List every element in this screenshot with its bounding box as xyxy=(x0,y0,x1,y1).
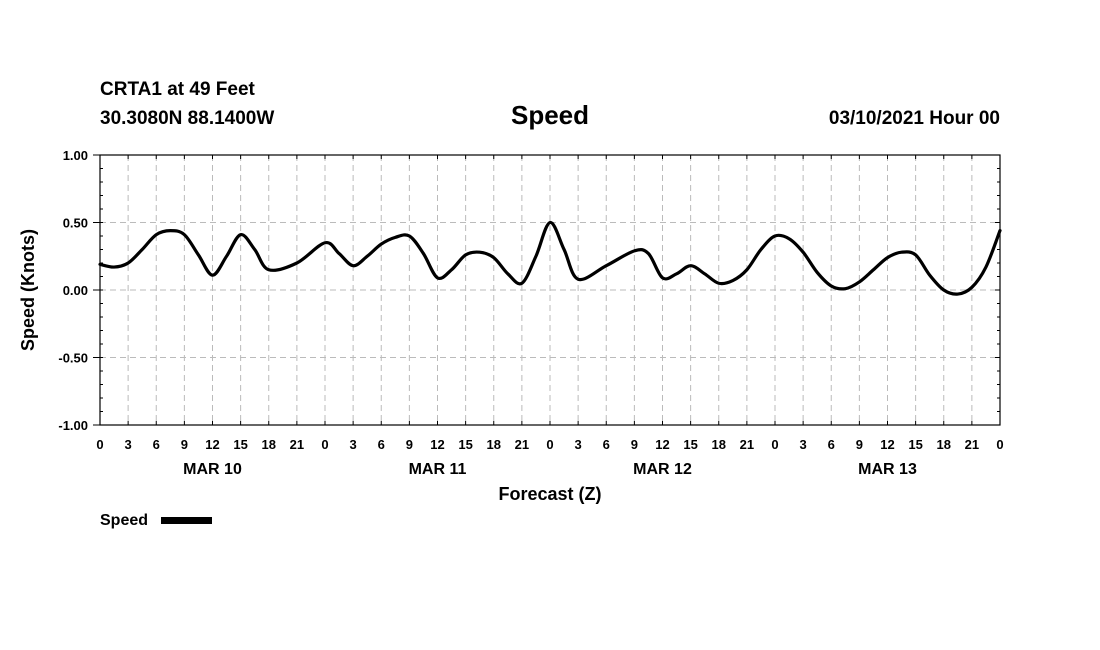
x-tick-label: 9 xyxy=(406,437,413,452)
x-tick-label: 0 xyxy=(771,437,778,452)
x-tick-label: 18 xyxy=(937,437,951,452)
x-tick-label: 9 xyxy=(631,437,638,452)
x-tick-label: 6 xyxy=(378,437,385,452)
x-tick-label: 18 xyxy=(712,437,726,452)
y-tick-label: 0.00 xyxy=(63,283,88,298)
series-line-speed xyxy=(98,220,1002,296)
x-tick-label: 21 xyxy=(740,437,754,452)
legend-label: Speed xyxy=(100,512,148,529)
x-tick-label: 9 xyxy=(181,437,188,452)
y-tick-label: -0.50 xyxy=(58,351,88,366)
x-tick-label: 6 xyxy=(828,437,835,452)
x-tick-label: 18 xyxy=(487,437,501,452)
x-tick-label: 6 xyxy=(603,437,610,452)
station-name: CRTA1 at 49 Feet xyxy=(100,79,256,100)
x-tick-label: 6 xyxy=(153,437,160,452)
series-group xyxy=(98,220,1002,296)
x-tick-label: 12 xyxy=(205,437,219,452)
x-tick-label: 18 xyxy=(262,437,276,452)
x-tick-label: 3 xyxy=(575,437,582,452)
x-tick-labels: 0 3 6 9 12 15 18 21 0 3 6 9 12 15 18 21 0 3 6 9 12 15 18 21 0 3 6 9… xyxy=(96,437,1003,452)
x-tick-label: 0 xyxy=(96,437,103,452)
x-tick-label: 3 xyxy=(125,437,132,452)
y-axis-title: Speed (Knots) xyxy=(18,229,38,351)
x-tick-label: 15 xyxy=(233,437,247,452)
chart-title: Speed xyxy=(511,100,589,130)
x-tick-label: 12 xyxy=(430,437,444,452)
y-tick-label: 0.50 xyxy=(63,216,88,231)
station-location: 30.3080N 88.1400W xyxy=(100,108,274,129)
y-tick-label: -1.00 xyxy=(58,418,88,433)
x-tick-label: 12 xyxy=(880,437,894,452)
y-tick-label: 1.00 xyxy=(63,148,88,163)
grid-lines xyxy=(100,155,1000,425)
x-tick-label: 15 xyxy=(908,437,922,452)
day-label: MAR 11 xyxy=(409,461,467,478)
x-tick-label: 12 xyxy=(655,437,669,452)
x-tick-label: 0 xyxy=(996,437,1003,452)
x-tick-label: 21 xyxy=(515,437,529,452)
x-tick-label: 0 xyxy=(546,437,553,452)
plot-frame xyxy=(99,154,1001,426)
y-tick-labels: 1.00 0.50 0.00 -0.50 -1.00 xyxy=(58,148,88,433)
x-tick-label: 9 xyxy=(856,437,863,452)
x-tick-label: 15 xyxy=(683,437,697,452)
day-label: MAR 12 xyxy=(633,461,692,478)
forecast-timestamp: 03/10/2021 Hour 00 xyxy=(829,108,1000,129)
x-tick-label: 3 xyxy=(350,437,357,452)
day-label: MAR 10 xyxy=(183,461,242,478)
day-labels: MAR 10 MAR 11 MAR 12 MAR 13 xyxy=(183,461,917,478)
x-tick-label: 21 xyxy=(290,437,304,452)
day-label: MAR 13 xyxy=(858,461,917,478)
x-axis-title: Forecast (Z) xyxy=(498,484,601,504)
x-tick-label: 15 xyxy=(458,437,472,452)
legend-swatch xyxy=(161,517,212,524)
x-tick-label: 3 xyxy=(800,437,807,452)
x-tick-label: 21 xyxy=(965,437,979,452)
x-tick-label: 0 xyxy=(321,437,328,452)
